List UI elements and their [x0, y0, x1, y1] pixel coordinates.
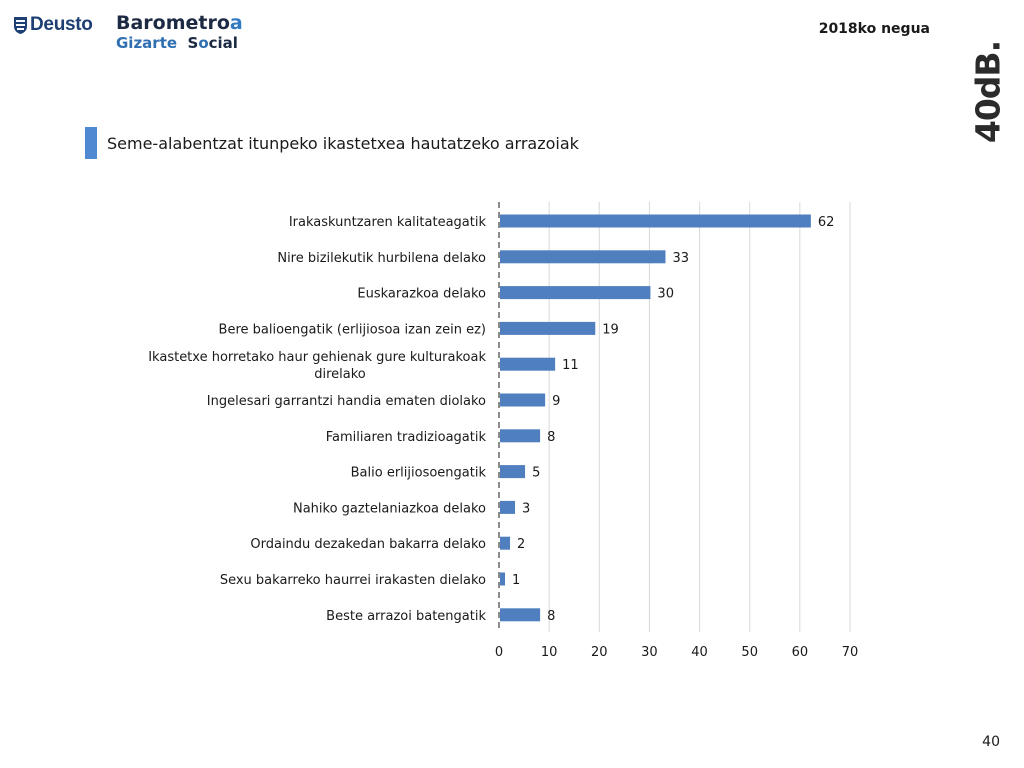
category-label: Familiaren tradizioagatik — [326, 430, 487, 445]
value-label: 30 — [657, 287, 674, 302]
title-accent-bar — [85, 127, 97, 159]
barometro-text: Barometro — [116, 12, 230, 34]
bar — [500, 465, 526, 479]
category-label: Ingelesari garrantzi handia ematen diola… — [207, 394, 486, 409]
value-label: 62 — [818, 215, 835, 230]
value-label: 11 — [562, 358, 579, 373]
category-label: Irakaskuntzaren kalitateagatik — [289, 215, 487, 230]
value-label: 8 — [547, 430, 555, 445]
value-label: 5 — [532, 466, 540, 481]
page-number: 40 — [982, 734, 1000, 750]
bar — [500, 286, 651, 300]
bar — [500, 500, 516, 514]
barometro-accent-letter: a — [229, 12, 243, 34]
x-tick-label: 50 — [741, 645, 758, 660]
bar — [500, 429, 541, 443]
deusto-logo-text: Deusto — [30, 14, 93, 35]
x-tick-label: 30 — [641, 645, 658, 660]
category-label: Nahiko gaztelaniazkoa delako — [293, 501, 486, 516]
deusto-logo: Deusto — [14, 14, 93, 36]
value-label: 2 — [517, 537, 525, 552]
value-label: 1 — [512, 573, 520, 588]
bar — [500, 536, 511, 550]
gizarte-text: Gizarte — [116, 34, 178, 52]
barometro-logo: Barometroa Gizarte Social — [116, 12, 243, 52]
x-tick-label: 10 — [541, 645, 558, 660]
category-label: Nire bizilekutik hurbilena delako — [277, 251, 486, 266]
category-label: Beste arrazoi batengatik — [326, 609, 486, 624]
value-label: 33 — [672, 251, 689, 266]
category-label: Sexu bakarreko haurrei irakasten dielako — [220, 573, 486, 588]
deusto-shield-icon — [14, 16, 27, 34]
grid-layer — [498, 202, 851, 632]
x-tick-label: 60 — [792, 645, 809, 660]
x-tick-label: 70 — [842, 645, 859, 660]
x-tick-label: 40 — [691, 645, 708, 660]
category-label: Balio erlijiosoengatik — [351, 466, 487, 481]
labels-layer: 0 10 20 30 40 50 60 70 Irakaskuntzaren kalitatea… — [148, 215, 858, 660]
category-label: Ikastetxe horretako haur gehienak gure k… — [148, 350, 486, 382]
value-label: 3 — [522, 501, 530, 516]
social-letter-o: o — [198, 34, 209, 52]
value-label: 8 — [547, 609, 555, 624]
bar — [500, 608, 541, 622]
value-label: 19 — [602, 322, 619, 337]
category-label: Ordaindu dezakedan bakarra delako — [250, 537, 486, 552]
x-tick-label: 20 — [591, 645, 608, 660]
bar — [500, 321, 596, 335]
bar — [500, 250, 666, 264]
bar — [500, 393, 546, 407]
chart-title: Seme-alabentzat itunpeko ikastetxea haut… — [107, 134, 579, 153]
category-label: Bere balioengatik (erlijiosoa izan zein … — [219, 322, 486, 337]
social-text: cial — [208, 34, 238, 52]
bar — [500, 214, 811, 228]
x-tick-label: 0 — [495, 645, 503, 660]
bar — [500, 572, 506, 586]
bar — [500, 357, 556, 371]
value-label: 9 — [552, 394, 560, 409]
bars-layer — [500, 214, 811, 622]
social-letter-s: S — [187, 34, 199, 52]
category-label: Euskarazkoa delako — [357, 287, 486, 302]
season-label: 2018ko negua — [818, 21, 930, 37]
